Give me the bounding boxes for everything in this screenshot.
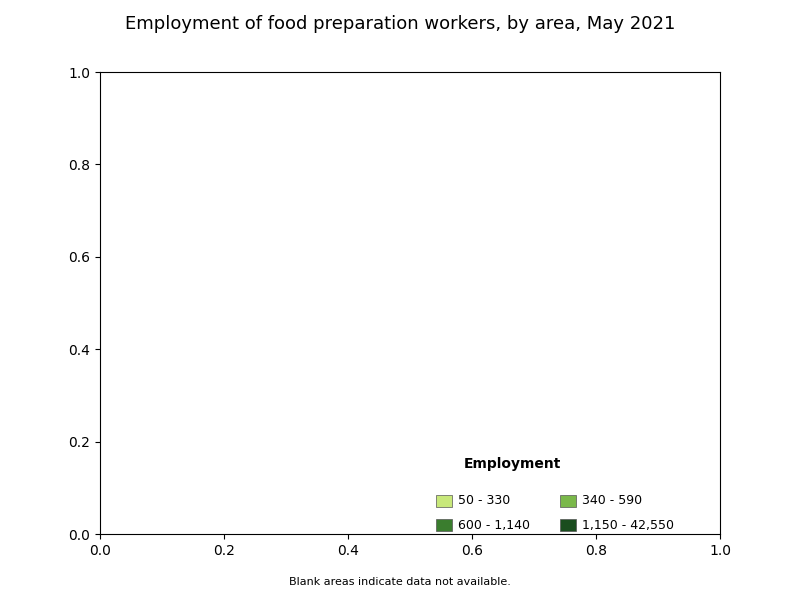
Text: Blank areas indicate data not available.: Blank areas indicate data not available. xyxy=(289,577,511,587)
Text: Employment of food preparation workers, by area, May 2021: Employment of food preparation workers, … xyxy=(125,15,675,33)
Text: Employment: Employment xyxy=(463,457,561,471)
Text: 340 - 590: 340 - 590 xyxy=(582,494,642,508)
Text: 600 - 1,140: 600 - 1,140 xyxy=(458,518,530,532)
Text: 50 - 330: 50 - 330 xyxy=(458,494,510,508)
Text: 1,150 - 42,550: 1,150 - 42,550 xyxy=(582,518,674,532)
